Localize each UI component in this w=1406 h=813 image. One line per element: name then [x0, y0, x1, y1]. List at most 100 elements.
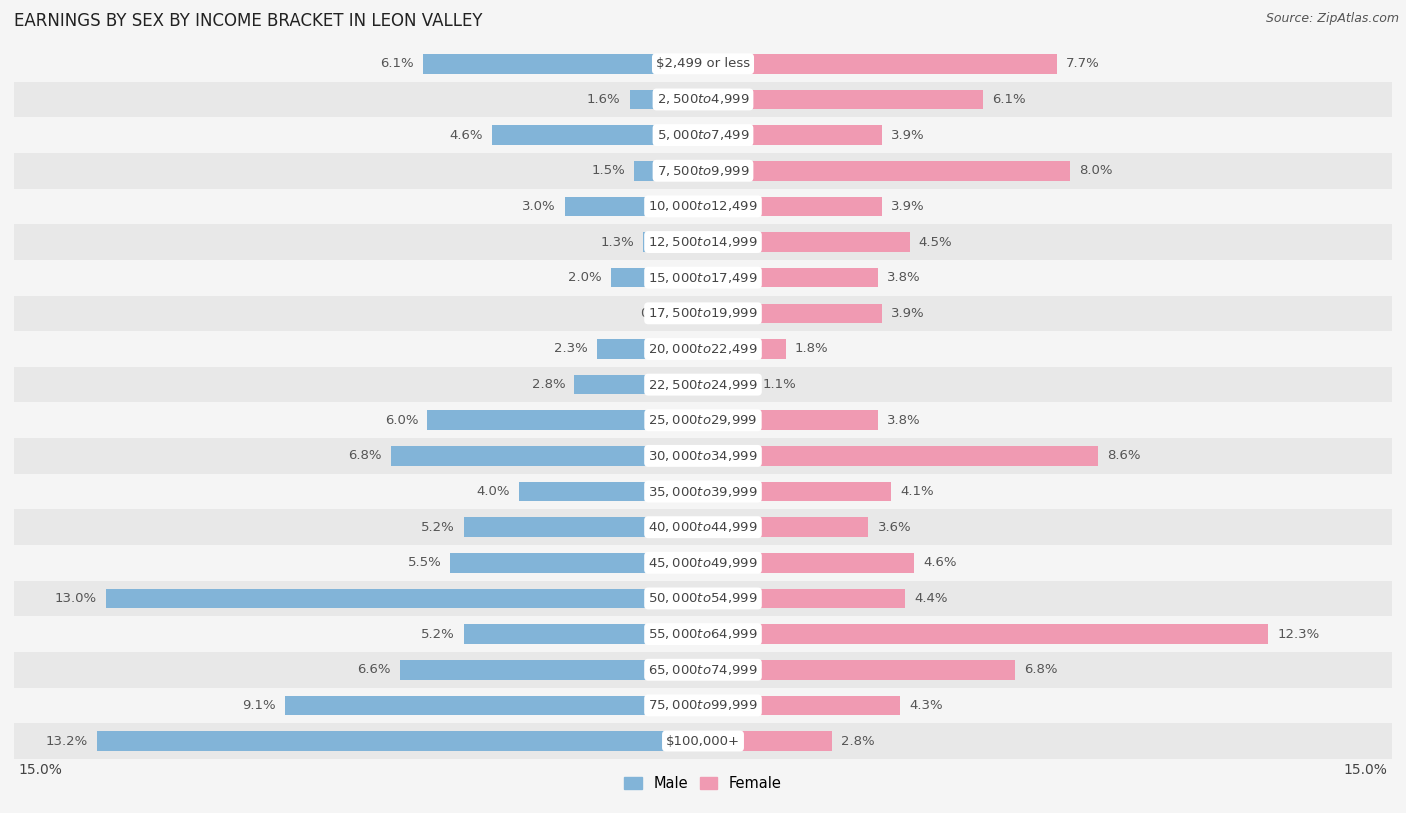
Text: $2,499 or less: $2,499 or less: [657, 58, 749, 70]
Bar: [14, 367, 1392, 402]
Bar: [492, 125, 703, 145]
Bar: [14, 545, 1392, 580]
Bar: [575, 375, 703, 394]
Text: EARNINGS BY SEX BY INCOME BRACKET IN LEON VALLEY: EARNINGS BY SEX BY INCOME BRACKET IN LEO…: [14, 12, 482, 30]
Bar: [703, 589, 905, 608]
Text: 3.8%: 3.8%: [887, 272, 921, 285]
Bar: [427, 411, 703, 430]
Text: 4.4%: 4.4%: [914, 592, 948, 605]
Bar: [703, 233, 910, 252]
Text: 15.0%: 15.0%: [18, 763, 62, 777]
Bar: [285, 696, 703, 715]
Text: 3.6%: 3.6%: [877, 520, 911, 533]
Bar: [519, 482, 703, 502]
Bar: [598, 339, 703, 359]
Text: 0.25%: 0.25%: [640, 307, 682, 320]
Text: $30,000 to $34,999: $30,000 to $34,999: [648, 449, 758, 463]
Text: $5,000 to $7,499: $5,000 to $7,499: [657, 128, 749, 142]
Legend: Male, Female: Male, Female: [619, 770, 787, 797]
Text: 4.0%: 4.0%: [477, 485, 510, 498]
Text: 1.1%: 1.1%: [762, 378, 796, 391]
Text: 2.0%: 2.0%: [568, 272, 602, 285]
Bar: [450, 553, 703, 572]
Bar: [14, 331, 1392, 367]
Bar: [703, 339, 786, 359]
Text: 6.1%: 6.1%: [993, 93, 1026, 106]
Bar: [464, 517, 703, 537]
Text: 15.0%: 15.0%: [1344, 763, 1388, 777]
Bar: [14, 117, 1392, 153]
Bar: [565, 197, 703, 216]
Bar: [630, 89, 703, 109]
Text: $12,500 to $14,999: $12,500 to $14,999: [648, 235, 758, 249]
Bar: [703, 482, 891, 502]
Bar: [14, 402, 1392, 438]
Bar: [703, 624, 1268, 644]
Text: 7.7%: 7.7%: [1066, 58, 1099, 70]
Text: $35,000 to $39,999: $35,000 to $39,999: [648, 485, 758, 498]
Bar: [14, 616, 1392, 652]
Text: 6.1%: 6.1%: [380, 58, 413, 70]
Text: 4.5%: 4.5%: [920, 236, 952, 249]
Bar: [105, 589, 703, 608]
Bar: [14, 224, 1392, 260]
Text: 5.2%: 5.2%: [422, 520, 456, 533]
Bar: [14, 189, 1392, 224]
Text: 4.6%: 4.6%: [924, 556, 957, 569]
Bar: [14, 295, 1392, 331]
Bar: [703, 89, 983, 109]
Text: 1.8%: 1.8%: [794, 342, 828, 355]
Bar: [703, 660, 1015, 680]
Text: 6.8%: 6.8%: [349, 450, 381, 463]
Text: 9.1%: 9.1%: [242, 699, 276, 712]
Bar: [703, 731, 831, 751]
Bar: [423, 54, 703, 74]
Text: $45,000 to $49,999: $45,000 to $49,999: [648, 556, 758, 570]
Text: $40,000 to $44,999: $40,000 to $44,999: [648, 520, 758, 534]
Text: $17,500 to $19,999: $17,500 to $19,999: [648, 307, 758, 320]
Bar: [703, 125, 882, 145]
Bar: [644, 233, 703, 252]
Text: 6.6%: 6.6%: [357, 663, 391, 676]
Text: $2,500 to $4,999: $2,500 to $4,999: [657, 93, 749, 107]
Text: Source: ZipAtlas.com: Source: ZipAtlas.com: [1265, 12, 1399, 25]
Text: 12.3%: 12.3%: [1277, 628, 1319, 641]
Text: 13.2%: 13.2%: [45, 735, 87, 747]
Text: 3.8%: 3.8%: [887, 414, 921, 427]
Text: 2.8%: 2.8%: [531, 378, 565, 391]
Text: $22,500 to $24,999: $22,500 to $24,999: [648, 377, 758, 392]
Text: 3.9%: 3.9%: [891, 128, 925, 141]
Bar: [703, 54, 1057, 74]
Bar: [703, 517, 869, 537]
Text: 3.9%: 3.9%: [891, 200, 925, 213]
Bar: [703, 446, 1098, 466]
Bar: [14, 438, 1392, 474]
Text: 2.8%: 2.8%: [841, 735, 875, 747]
Text: 4.6%: 4.6%: [449, 128, 482, 141]
Bar: [634, 161, 703, 180]
Bar: [703, 197, 882, 216]
Text: $100,000+: $100,000+: [666, 735, 740, 747]
Bar: [14, 474, 1392, 510]
Bar: [14, 510, 1392, 545]
Text: $15,000 to $17,499: $15,000 to $17,499: [648, 271, 758, 285]
Text: $10,000 to $12,499: $10,000 to $12,499: [648, 199, 758, 213]
Text: $20,000 to $22,499: $20,000 to $22,499: [648, 342, 758, 356]
Text: 5.5%: 5.5%: [408, 556, 441, 569]
Bar: [14, 688, 1392, 724]
Bar: [703, 553, 914, 572]
Text: 13.0%: 13.0%: [55, 592, 97, 605]
Text: 4.3%: 4.3%: [910, 699, 943, 712]
Text: 4.1%: 4.1%: [900, 485, 934, 498]
Text: $50,000 to $54,999: $50,000 to $54,999: [648, 592, 758, 606]
Text: 8.0%: 8.0%: [1080, 164, 1114, 177]
Text: $7,500 to $9,999: $7,500 to $9,999: [657, 163, 749, 178]
Text: 3.9%: 3.9%: [891, 307, 925, 320]
Bar: [703, 303, 882, 323]
Text: 1.3%: 1.3%: [600, 236, 634, 249]
Text: 1.6%: 1.6%: [586, 93, 620, 106]
Bar: [703, 411, 877, 430]
Bar: [14, 153, 1392, 189]
Bar: [612, 267, 703, 288]
Text: 8.6%: 8.6%: [1107, 450, 1140, 463]
